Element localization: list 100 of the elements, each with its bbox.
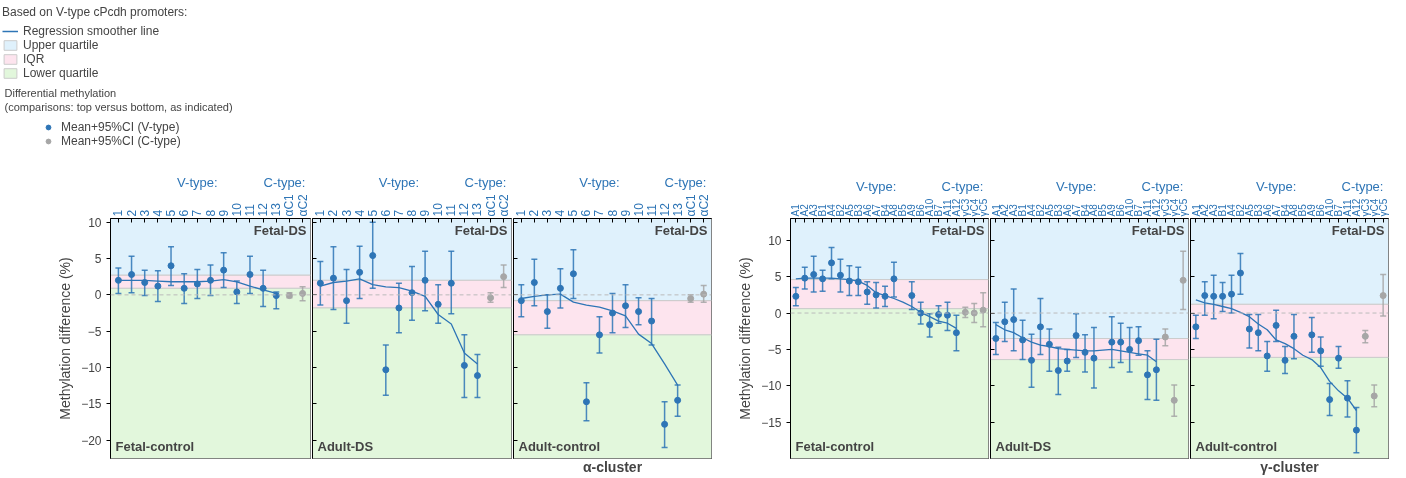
x-tick-label: A10 [924, 198, 936, 217]
point [1263, 352, 1271, 360]
point [1228, 290, 1236, 298]
x-tick-label: αC2 [295, 193, 310, 217]
point [128, 271, 136, 278]
x-tick-label: γC3 [959, 198, 971, 217]
x-tick-label: 7 [391, 209, 406, 217]
legend-label: Mean+95%CI (V-type) [61, 120, 180, 134]
x-tick-label: 3 [137, 209, 152, 217]
point [1379, 292, 1387, 300]
x-tick-label: A1 [990, 203, 1002, 217]
point [1090, 354, 1098, 362]
point [1126, 345, 1134, 353]
x-tick-label: B6 [915, 203, 927, 217]
x-tick-label: 6 [579, 209, 594, 217]
point [828, 259, 836, 267]
x-tick-label: B5 [1097, 203, 1109, 217]
y-tick-label: −15 [81, 397, 102, 412]
x-tick-label: γC3 [1159, 198, 1171, 217]
x-tick-label: 8 [605, 209, 620, 217]
x-tick-label: 10 [431, 202, 446, 217]
text: V-type: [1255, 178, 1297, 194]
x-tick-label: A5 [1043, 203, 1055, 217]
x-tick-label: A8 [1288, 203, 1300, 217]
x-tick-label: αC1 [282, 193, 297, 217]
annotation: Adult-DS [995, 438, 1052, 454]
point [1161, 333, 1169, 341]
x-tick-label: A2 [799, 203, 811, 217]
x-tick-label: 1 [313, 209, 328, 217]
text: C-type: [464, 174, 507, 190]
point [447, 279, 455, 287]
x-tick-label: 6 [378, 209, 393, 217]
x-tick-label: 4 [352, 209, 367, 217]
point [952, 329, 960, 337]
point [569, 270, 577, 278]
x-tick-label: A6 [861, 203, 873, 217]
x-tick-label: 1 [514, 209, 529, 217]
point [154, 282, 162, 290]
point [863, 288, 871, 296]
annotation: Fetal-DS [1131, 222, 1185, 238]
point [1063, 357, 1071, 365]
x-tick-label: B5 [1297, 203, 1309, 217]
x-tick-label: A6 [1261, 203, 1273, 217]
point [992, 335, 1000, 342]
x-tick-label: 2 [527, 209, 542, 217]
x-tick-label: αC2 [696, 193, 711, 217]
y-tick-label: −15 [761, 415, 782, 430]
point [1236, 269, 1244, 277]
point [369, 252, 377, 260]
point [1335, 354, 1343, 362]
x-tick-label: A1 [790, 203, 802, 217]
annotation: Adult-DS [317, 438, 374, 454]
x-tick-label: 8 [405, 209, 419, 217]
point [1352, 426, 1360, 434]
x-tick-label: 12 [457, 202, 472, 217]
y-tick-label: −5 [87, 324, 102, 339]
point [180, 284, 188, 292]
point [1036, 323, 1044, 331]
x-tick-label: A8 [1088, 203, 1100, 217]
x-tick-label: B6 [1315, 203, 1327, 217]
point [356, 268, 364, 276]
point [530, 279, 538, 286]
x-tick-label: 11 [644, 203, 659, 217]
x-tick-label: 10 [229, 202, 244, 217]
point [1152, 366, 1160, 374]
point [460, 361, 468, 369]
x-tick-label: 8 [203, 209, 218, 217]
legend-label: IQR [23, 52, 45, 66]
y-tick-label: 0 [94, 288, 102, 303]
x-axis-title: α-cluster [582, 458, 643, 475]
point [979, 306, 987, 314]
y-tick-label: 5 [94, 252, 102, 266]
point [1045, 340, 1053, 348]
x-tick-label: B5 [897, 203, 909, 217]
point [395, 304, 403, 312]
x-tick-label: 11 [242, 203, 257, 217]
legend-label: Upper quartile [23, 38, 99, 52]
point [500, 273, 508, 281]
x-tick-label: A10 [1324, 198, 1336, 217]
point [1201, 292, 1209, 300]
x-tick-label: B1 [1217, 203, 1229, 217]
x-tick-label: A7 [1270, 203, 1282, 217]
point [1001, 318, 1009, 326]
x-tick-label: 5 [164, 209, 179, 217]
point [792, 292, 800, 300]
x-tick-label: 13 [470, 202, 485, 217]
point [1317, 347, 1325, 355]
x-tick-label: 2 [124, 209, 139, 217]
annotation: Fetal-DS [931, 222, 985, 238]
point [1370, 392, 1378, 400]
legend-label: Mean+95%CI (C-type) [61, 134, 181, 148]
point [167, 262, 175, 270]
annotation: Fetal-DS [253, 222, 307, 238]
text: V-type: [378, 174, 420, 190]
x-tick-label: 9 [418, 209, 433, 217]
y-tick-label: −10 [761, 379, 782, 394]
point [1019, 336, 1027, 344]
point [1135, 337, 1143, 345]
point [1054, 367, 1062, 374]
point [1179, 276, 1187, 284]
